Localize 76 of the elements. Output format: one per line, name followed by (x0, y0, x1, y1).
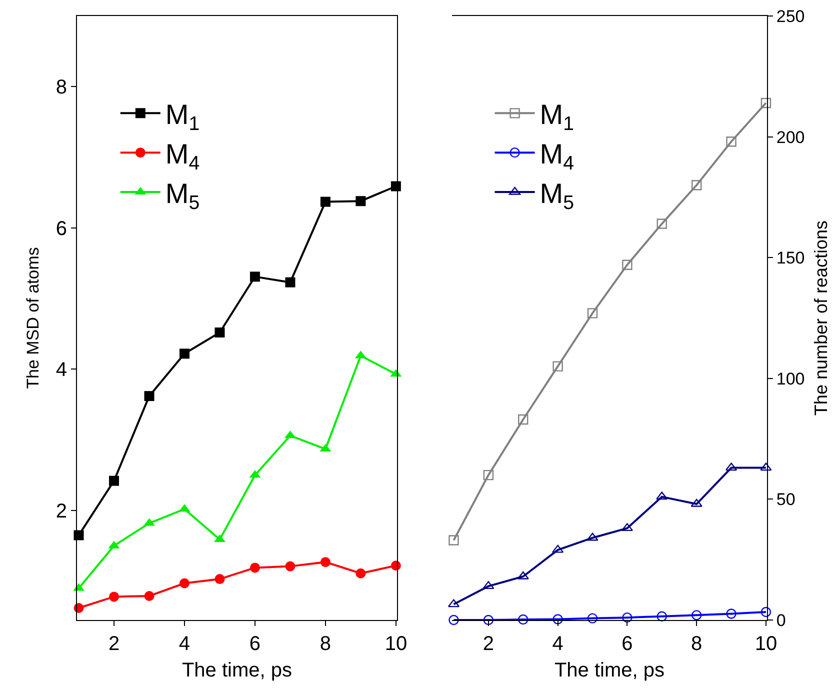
y2-tick-label: 0 (776, 610, 786, 630)
point (726, 136, 736, 147)
point (144, 391, 154, 402)
x-tick-label: 4 (178, 633, 190, 655)
point (518, 414, 528, 425)
point (285, 277, 296, 288)
point (250, 272, 260, 282)
legend-label: M$_{5}$ (165, 178, 200, 214)
point (320, 557, 330, 568)
point (656, 611, 667, 622)
x-tick-label: 2 (108, 633, 120, 655)
point (691, 180, 702, 190)
x-tick-label: 8 (320, 633, 332, 655)
point (144, 590, 154, 601)
point (690, 498, 702, 507)
point (483, 614, 494, 626)
point (250, 562, 260, 573)
x-axis-title: The time, ps (554, 660, 665, 682)
point (390, 181, 401, 192)
y2-tick-label: 50 (776, 490, 796, 510)
y2-tick-label: 200 (776, 128, 805, 147)
point (356, 196, 366, 206)
point (622, 260, 632, 270)
x-tick-label: 2 (482, 633, 494, 655)
point (552, 544, 564, 553)
legend-label: M$_{5}$ (540, 178, 574, 214)
y-axis-title: The MSD of atoms (23, 247, 42, 389)
point (483, 470, 494, 480)
x-tick-label: 10 (754, 633, 778, 655)
point (691, 610, 702, 620)
legend-label: M$_{1}$ (540, 99, 574, 135)
y2-tick-label: 150 (776, 248, 805, 268)
point (74, 530, 84, 540)
point (622, 612, 632, 623)
point (656, 218, 667, 229)
y-tick-label: 2 (56, 500, 67, 522)
y2-axis-title: The number of reactions (810, 220, 831, 416)
point (179, 578, 190, 588)
legend-label: M$_{1}$ (165, 99, 200, 135)
point (621, 523, 633, 532)
point (552, 614, 563, 624)
point (760, 606, 772, 618)
point (656, 492, 668, 500)
point (552, 361, 563, 372)
x-tick-label: 10 (384, 633, 408, 655)
y-tick-label: 4 (56, 359, 67, 382)
point (726, 608, 736, 619)
y2-tick-label: 100 (776, 369, 805, 388)
point (356, 568, 366, 578)
point (760, 462, 772, 471)
point (448, 614, 459, 626)
point (109, 592, 119, 602)
point (517, 571, 529, 580)
point (587, 308, 598, 318)
point (448, 535, 459, 546)
point (586, 532, 598, 541)
point (760, 98, 772, 108)
point (320, 196, 330, 207)
point (285, 561, 296, 572)
x-tick-label: 6 (249, 633, 261, 655)
y-tick-label: 6 (56, 218, 67, 240)
point (482, 581, 494, 590)
legend-label: M$_{4}$ (540, 138, 574, 174)
x-tick-label: 4 (552, 633, 564, 655)
x-axis-title: The time, ps (182, 660, 292, 682)
point (214, 327, 225, 338)
y-tick-label: 8 (56, 76, 67, 99)
x-tick-label: 6 (622, 633, 633, 655)
point (109, 476, 119, 486)
point (518, 614, 528, 625)
point (179, 348, 190, 359)
x-tick-label: 8 (691, 633, 702, 655)
point (587, 613, 598, 624)
y2-tick-label: 250 (776, 6, 805, 26)
legend-label: M$_{4}$ (165, 138, 200, 174)
point (214, 574, 225, 584)
